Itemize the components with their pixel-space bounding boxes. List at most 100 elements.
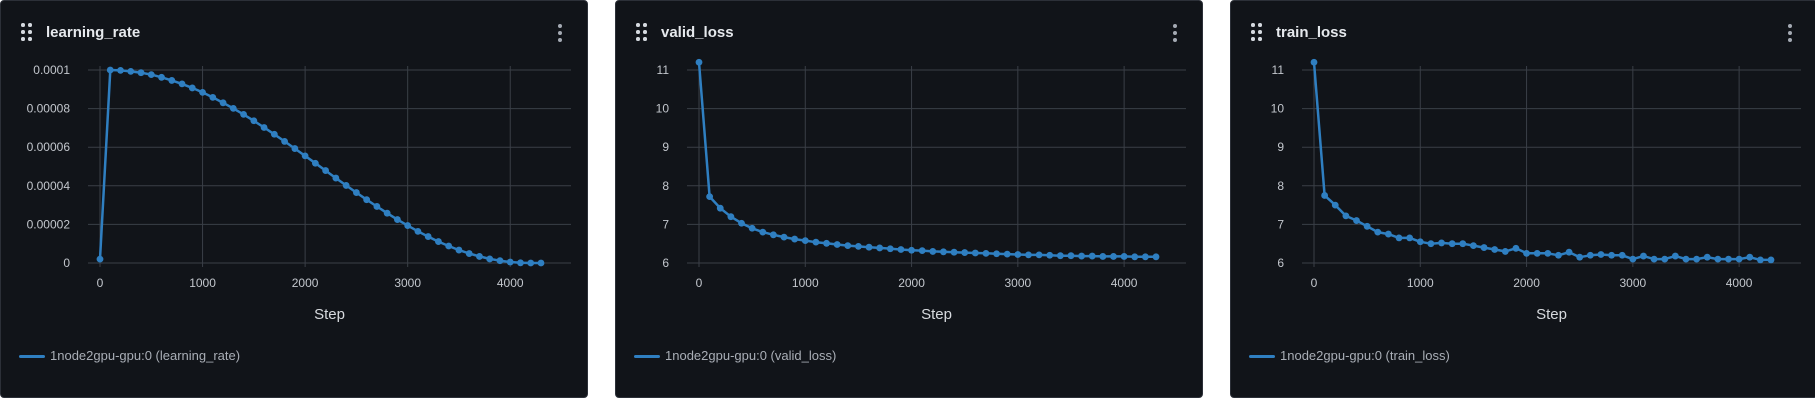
data-point[interactable] <box>322 167 330 174</box>
data-point[interactable] <box>506 258 514 266</box>
data-point[interactable] <box>352 189 360 196</box>
data-point[interactable] <box>137 69 145 77</box>
data-point[interactable] <box>240 110 247 118</box>
data-point[interactable] <box>1331 201 1339 209</box>
data-point[interactable] <box>1693 255 1701 263</box>
data-point[interactable] <box>1067 252 1075 260</box>
data-point[interactable] <box>1470 242 1477 250</box>
data-point[interactable] <box>1025 251 1032 259</box>
legend-item[interactable]: 1node2gpu-gpu:0 (train_loss) <box>1249 347 1450 365</box>
data-point[interactable] <box>833 241 841 248</box>
data-point[interactable] <box>1650 255 1658 263</box>
data-point[interactable] <box>908 246 915 254</box>
data-point[interactable] <box>1395 234 1403 242</box>
data-point[interactable] <box>1523 249 1530 257</box>
data-point[interactable] <box>486 255 494 263</box>
data-point[interactable] <box>929 248 937 255</box>
data-point[interactable] <box>209 94 217 101</box>
data-point[interactable] <box>823 239 830 247</box>
data-point[interactable] <box>1088 252 1096 260</box>
data-point[interactable] <box>1374 228 1382 236</box>
data-point[interactable] <box>1512 244 1520 252</box>
data-point[interactable] <box>363 196 371 204</box>
data-point[interactable] <box>291 145 299 152</box>
data-point[interactable] <box>1725 255 1732 263</box>
data-point[interactable] <box>1586 251 1594 259</box>
data-point[interactable] <box>748 224 756 232</box>
drag-handle-icon[interactable] <box>1251 23 1265 41</box>
data-point[interactable] <box>260 124 268 131</box>
data-point[interactable] <box>716 204 724 212</box>
data-point[interactable] <box>993 250 1000 258</box>
data-point[interactable] <box>1416 238 1424 246</box>
data-point[interactable] <box>1597 251 1605 258</box>
data-point[interactable] <box>1342 212 1350 220</box>
data-point[interactable] <box>1152 253 1160 261</box>
data-point[interactable] <box>950 248 958 256</box>
legend-item[interactable]: 1node2gpu-gpu:0 (learning_rate) <box>19 347 240 365</box>
data-point[interactable] <box>1746 253 1754 261</box>
data-point[interactable] <box>270 130 278 138</box>
data-point[interactable] <box>727 213 735 221</box>
data-point[interactable] <box>706 193 714 201</box>
data-point[interactable] <box>1046 251 1054 259</box>
data-point[interactable] <box>301 152 309 160</box>
data-point[interactable] <box>1141 253 1149 261</box>
data-point[interactable] <box>250 117 258 125</box>
data-point[interactable] <box>1099 253 1107 260</box>
data-point[interactable] <box>1480 244 1488 251</box>
data-point[interactable] <box>1321 192 1329 199</box>
data-point[interactable] <box>1353 217 1360 224</box>
data-point[interactable] <box>1448 240 1456 248</box>
data-point[interactable] <box>780 233 788 241</box>
data-point[interactable] <box>1003 250 1011 258</box>
data-point[interactable] <box>1533 249 1541 257</box>
more-options-icon[interactable] <box>1170 22 1180 44</box>
data-point[interactable] <box>855 243 862 250</box>
data-point[interactable] <box>982 249 990 257</box>
data-point[interactable] <box>1640 252 1647 260</box>
data-point[interactable] <box>1035 251 1043 259</box>
data-point[interactable] <box>1682 255 1690 263</box>
data-point[interactable] <box>527 259 535 267</box>
data-point[interactable] <box>414 227 422 235</box>
data-point[interactable] <box>1703 253 1711 261</box>
data-point[interactable] <box>1131 253 1139 261</box>
data-point[interactable] <box>158 73 165 81</box>
data-point[interactable] <box>1714 255 1722 263</box>
data-point[interactable] <box>106 66 114 74</box>
data-point[interactable] <box>445 242 453 250</box>
data-point[interactable] <box>1756 256 1764 264</box>
data-point[interactable] <box>1565 248 1573 256</box>
data-point[interactable] <box>876 244 884 252</box>
data-point[interactable] <box>801 237 809 245</box>
data-point[interactable] <box>1608 251 1615 259</box>
data-point[interactable] <box>940 248 947 256</box>
data-point[interactable] <box>435 238 442 245</box>
data-point[interactable] <box>219 99 227 107</box>
data-point[interactable] <box>147 71 155 79</box>
data-point[interactable] <box>199 88 206 96</box>
data-point[interactable] <box>1576 253 1584 261</box>
data-point[interactable] <box>791 235 799 243</box>
data-point[interactable] <box>342 182 350 189</box>
data-point[interactable] <box>311 159 319 167</box>
data-point[interactable] <box>738 219 745 227</box>
data-point[interactable] <box>127 67 135 75</box>
data-point[interactable] <box>383 209 391 217</box>
data-point[interactable] <box>1110 253 1117 260</box>
data-point[interactable] <box>1078 252 1086 260</box>
data-point[interactable] <box>886 245 894 253</box>
data-point[interactable] <box>1120 253 1128 260</box>
data-point[interactable] <box>1618 251 1626 259</box>
data-point[interactable] <box>1555 251 1562 259</box>
more-options-icon[interactable] <box>1785 22 1795 44</box>
data-point[interactable] <box>465 250 473 257</box>
data-point[interactable] <box>455 246 463 254</box>
data-point[interactable] <box>844 242 852 250</box>
data-point[interactable] <box>394 216 401 223</box>
data-point[interactable] <box>1544 249 1552 257</box>
data-point[interactable] <box>1438 239 1445 247</box>
data-point[interactable] <box>496 257 504 265</box>
data-point[interactable] <box>1501 248 1509 255</box>
